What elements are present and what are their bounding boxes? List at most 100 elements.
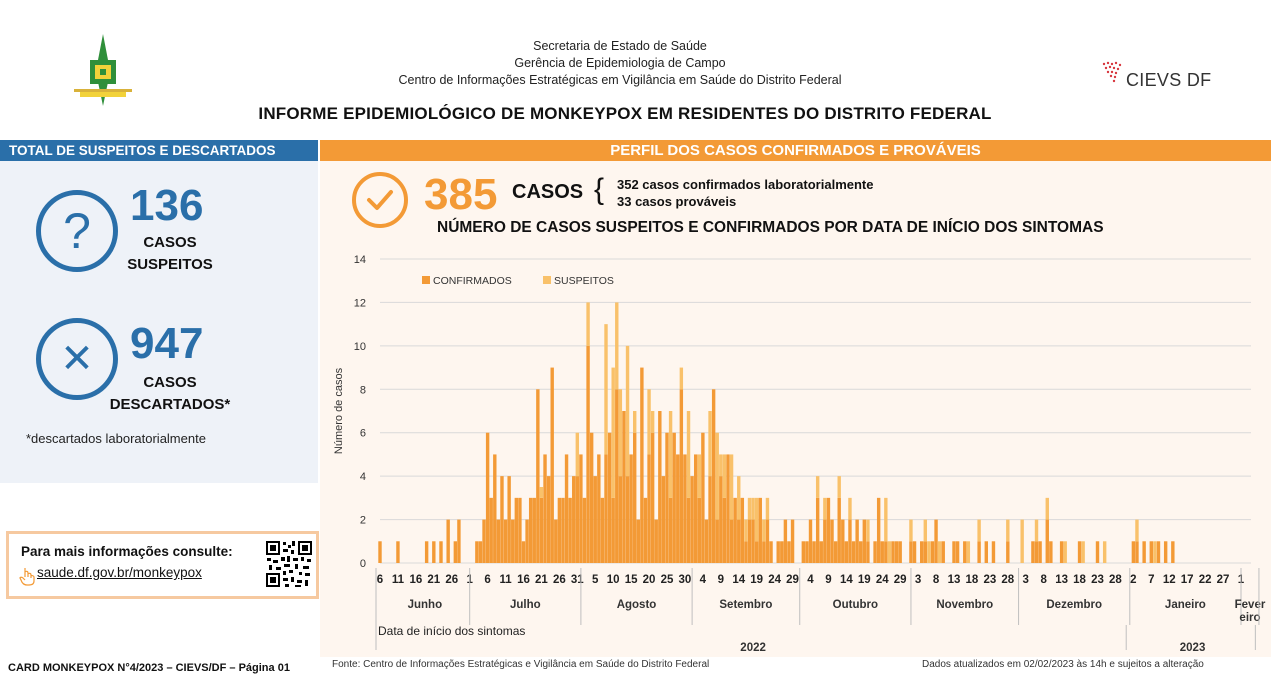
bar-suspected: [1020, 519, 1024, 563]
bar-confirmed: [934, 519, 938, 563]
bar-confirmed: [665, 432, 669, 563]
cievs-dots-icon: [1102, 61, 1122, 83]
bar-confirmed: [930, 541, 935, 563]
more-info-box: Para mais informações consulte: saude.df…: [6, 531, 319, 599]
x-tick-label: 3: [1023, 574, 1029, 586]
y-axis-label: Número de casos: [333, 367, 345, 454]
suspects-count: 136: [130, 181, 204, 230]
suspects-label-line1: CASOS: [143, 234, 197, 251]
bar-confirmed: [780, 541, 784, 563]
probable-cases-line: 33 casos prováveis: [617, 194, 737, 209]
bar-confirmed: [762, 541, 766, 563]
bar-confirmed: [482, 519, 486, 563]
x-tick-label: 4: [700, 574, 707, 586]
bar-confirmed: [704, 519, 709, 563]
month-label: Junho: [408, 599, 443, 611]
x-tick-label: 31: [571, 574, 584, 586]
x-tick-label: 21: [535, 574, 548, 586]
bar-confirmed: [1156, 541, 1161, 563]
bar-suspected: [708, 411, 712, 477]
bar-suspected: [604, 324, 608, 455]
bar-confirmed: [475, 541, 479, 563]
bar-suspected: [927, 541, 931, 563]
y-tick-label: 0: [360, 558, 366, 570]
bar-suspected: [686, 411, 691, 498]
bar-confirmed: [396, 541, 400, 563]
bar-confirmed: [1131, 541, 1136, 563]
bar-confirmed: [378, 541, 382, 563]
bar-confirmed: [719, 476, 723, 563]
y-tick-label: 6: [360, 428, 366, 440]
discarded-label: CASOS DESCARTADOS*: [90, 372, 250, 416]
bar-confirmed: [654, 519, 658, 563]
bar-confirmed: [977, 541, 981, 563]
bar-confirmed: [866, 541, 870, 563]
bar-confirmed: [521, 541, 526, 563]
bar-suspected: [611, 367, 615, 498]
bar-confirmed: [1149, 541, 1154, 563]
bar-confirmed: [891, 541, 895, 563]
bar-suspected: [762, 519, 766, 542]
bar-confirmed: [751, 519, 755, 563]
bar-suspected: [937, 541, 942, 563]
bar-suspected: [737, 476, 741, 520]
bar-suspected: [1063, 541, 1067, 563]
bar-confirmed: [833, 541, 838, 563]
bar-suspected: [715, 432, 719, 520]
bar-confirmed: [661, 476, 666, 563]
bar-confirmed: [963, 541, 967, 563]
suspects-label-line2: SUSPEITOS: [127, 256, 213, 273]
bar-suspected: [884, 497, 888, 542]
x-tick-label: 26: [445, 574, 458, 586]
bar-confirmed: [955, 541, 960, 563]
bar-confirmed: [819, 541, 823, 563]
bar-confirmed: [457, 519, 461, 563]
bar-confirmed: [722, 497, 727, 563]
x-tick-label: 26: [553, 574, 566, 586]
x-tick-label: 4: [807, 574, 814, 586]
x-tick-label: 7: [1148, 574, 1154, 586]
bar-suspected: [815, 476, 820, 498]
bar-confirmed: [898, 541, 902, 563]
bar-confirmed: [514, 497, 519, 563]
bar-confirmed: [909, 541, 913, 563]
bar-confirmed: [920, 541, 924, 563]
bar-confirmed: [805, 541, 809, 563]
bar-confirmed: [952, 541, 956, 563]
y-tick-label: 14: [354, 254, 366, 266]
bar-confirmed: [539, 497, 544, 563]
bar-suspected: [977, 519, 981, 542]
bar-suspected: [765, 497, 770, 520]
x-tick-label: 16: [409, 574, 422, 586]
bar-confirmed: [478, 541, 483, 563]
bar-suspected: [887, 541, 892, 563]
bar-confirmed: [625, 476, 630, 563]
monkeypox-link[interactable]: saude.df.gov.br/monkeypox: [37, 565, 202, 580]
x-tick-label: 5: [592, 574, 599, 586]
bar-confirmed: [765, 519, 770, 563]
discarded-label-line1: CASOS: [143, 374, 197, 391]
bar-confirmed: [823, 519, 827, 563]
bar-confirmed: [650, 432, 655, 563]
bar-suspected: [1135, 519, 1139, 542]
bar-confirmed: [500, 476, 504, 563]
bar-confirmed: [485, 432, 490, 563]
bar-confirmed: [647, 454, 651, 563]
cievs-logo-text: CIEVS DF: [1126, 70, 1212, 90]
bar-confirmed: [629, 454, 633, 563]
bar-confirmed: [643, 497, 648, 563]
bar-confirmed: [880, 541, 884, 563]
qr-code-icon[interactable]: [265, 540, 313, 588]
question-circle-icon: ?: [36, 190, 118, 272]
x-tick-label: 13: [948, 574, 961, 586]
bar-confirmed: [740, 497, 745, 563]
x-tick-label: 25: [661, 574, 674, 586]
bar-suspected: [668, 411, 673, 498]
bar-confirmed: [1171, 541, 1175, 563]
more-info-title: Para mais informações consulte:: [21, 544, 233, 559]
x-tick-label: 9: [718, 574, 724, 586]
bar-confirmed: [747, 519, 752, 563]
x-tick-label: 23: [983, 574, 996, 586]
x-tick-label: 16: [517, 574, 530, 586]
bar-suspected: [722, 454, 727, 498]
